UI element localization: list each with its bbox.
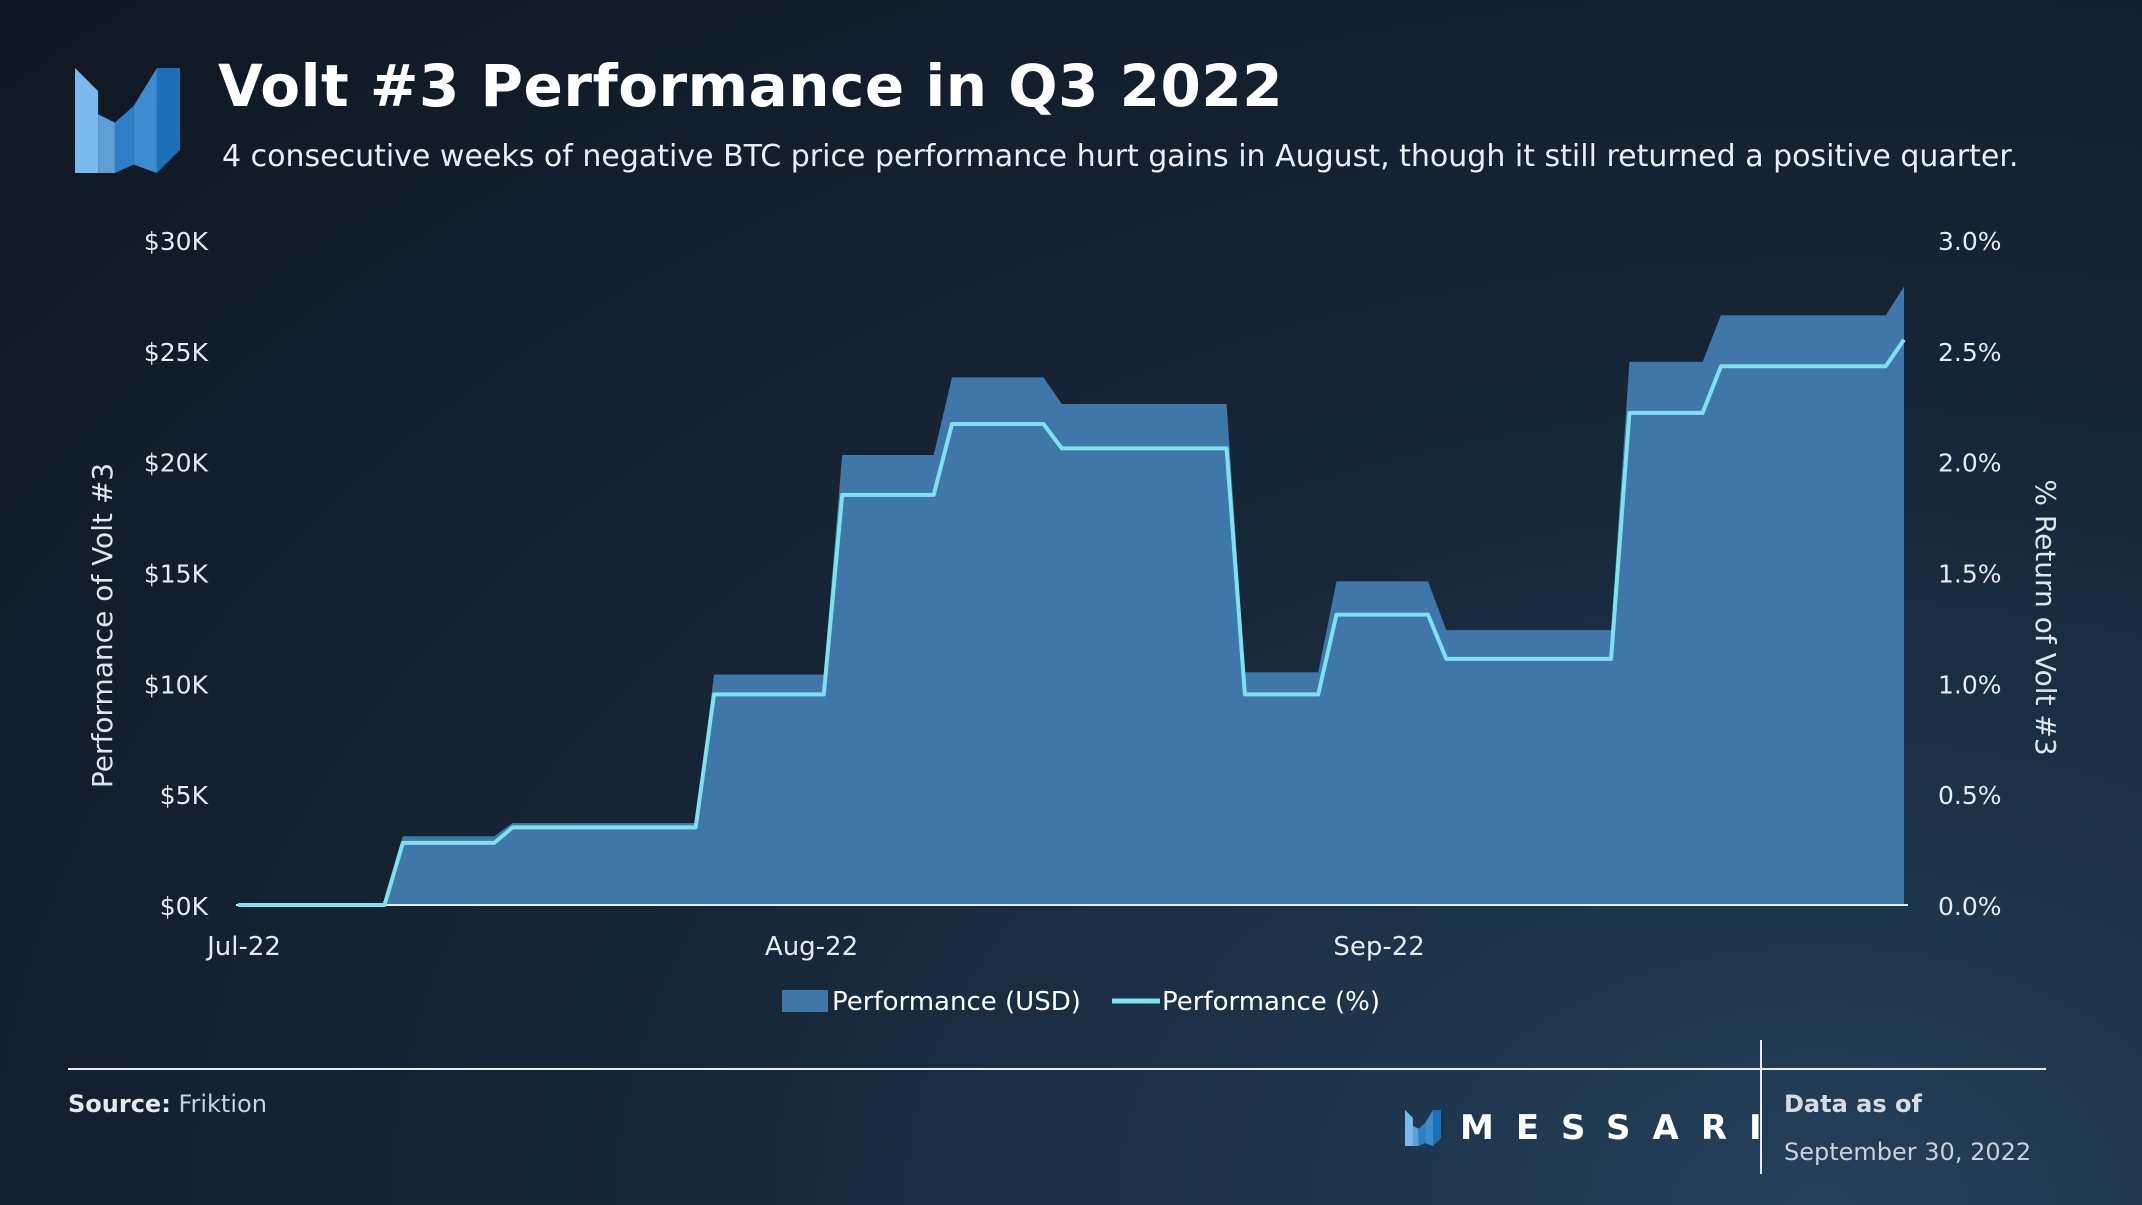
legend-swatch-usd bbox=[782, 990, 828, 1012]
footer-vertical-divider bbox=[1760, 1040, 1762, 1174]
messari-brand: MESSARI bbox=[1404, 1108, 1784, 1148]
right-axis-tick-label: 3.0% bbox=[1938, 227, 2002, 256]
left-axis-tick-label: $30K bbox=[144, 227, 209, 256]
legend-label-percent: Performance (%) bbox=[1162, 987, 1380, 1017]
left-axis-ticks: $0K $5K $10K $15K $20K $25K $30K bbox=[144, 227, 209, 921]
x-axis-tick-label: Jul-22 bbox=[205, 932, 281, 962]
right-axis-tick-label: 1.5% bbox=[1938, 560, 2002, 589]
x-axis-ticks: Jul-22 Aug-22 Sep-22 bbox=[205, 932, 1425, 962]
chart-title: Volt #3 Performance in Q3 2022 bbox=[218, 52, 1284, 120]
left-axis-tick-label: $5K bbox=[160, 781, 209, 810]
right-axis-tick-label: 2.0% bbox=[1938, 449, 2002, 478]
usd-area-series bbox=[238, 286, 1904, 905]
right-axis-tick-label: 0.0% bbox=[1938, 892, 2002, 921]
legend: Performance (USD) Performance (%) bbox=[782, 987, 1380, 1017]
percent-line-series bbox=[238, 338, 1906, 907]
messari-brand-icon bbox=[1405, 1110, 1441, 1146]
x-axis-tick-label: Sep-22 bbox=[1333, 932, 1424, 962]
source-value: Friktion bbox=[178, 1090, 267, 1118]
messari-wordmark: MESSARI bbox=[1460, 1108, 1784, 1148]
right-axis-tick-label: 2.5% bbox=[1938, 338, 2002, 367]
data-as-of-label: Data as of bbox=[1784, 1090, 1922, 1118]
source-note: Source: Friktion bbox=[68, 1090, 267, 1118]
left-axis-tick-label: $15K bbox=[144, 560, 209, 589]
legend-label-usd: Performance (USD) bbox=[832, 987, 1081, 1017]
right-axis-label: % Return of Volt #3 bbox=[2029, 479, 2062, 755]
right-axis-tick-label: 0.5% bbox=[1938, 781, 2002, 810]
left-axis-tick-label: $20K bbox=[144, 449, 209, 478]
chart-subtitle: 4 consecutive weeks of negative BTC pric… bbox=[222, 139, 2019, 174]
left-axis-label: Performance of Volt #3 bbox=[86, 463, 119, 788]
x-axis-tick-label: Aug-22 bbox=[765, 932, 858, 962]
right-axis-ticks: 0.0% 0.5% 1.0% 1.5% 2.0% 2.5% 3.0% bbox=[1938, 227, 2002, 921]
source-label: Source: bbox=[68, 1090, 171, 1118]
left-axis-tick-label: $10K bbox=[144, 670, 209, 699]
footer-divider bbox=[68, 1068, 2046, 1070]
messari-logo-icon bbox=[75, 68, 180, 173]
data-as-of-date: September 30, 2022 bbox=[1784, 1138, 2032, 1166]
left-axis-tick-label: $0K bbox=[160, 892, 209, 921]
left-axis-tick-label: $25K bbox=[144, 338, 209, 367]
right-axis-tick-label: 1.0% bbox=[1938, 670, 2002, 699]
